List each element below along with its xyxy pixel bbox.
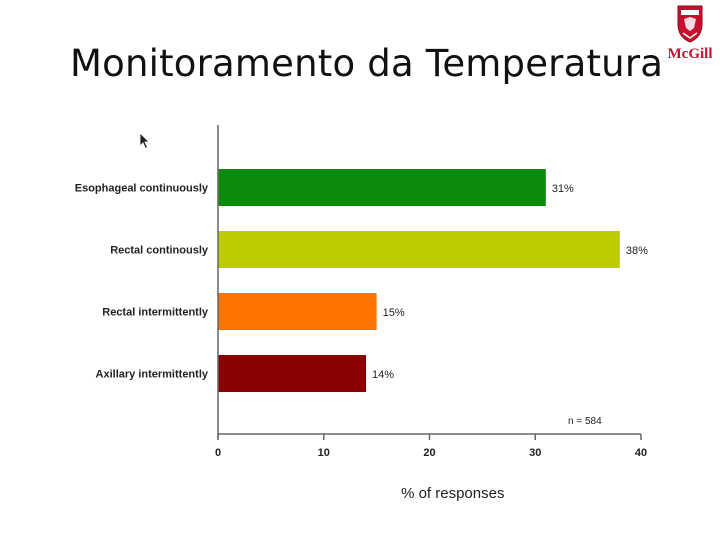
x-tick-label: 0 (215, 447, 221, 459)
mouse-pointer-icon (139, 132, 150, 150)
category-label: Rectal intermittently (102, 307, 209, 319)
slide-title: Monitoramento da Temperatura (70, 42, 664, 85)
sample-size-annotation: n = 584 (568, 416, 602, 427)
x-tick-label: 20 (423, 447, 435, 459)
bar (218, 231, 620, 268)
category-label: Axillary intermittently (96, 369, 209, 381)
value-label: 15% (383, 307, 405, 319)
logo-wordmark: McGill (667, 46, 713, 62)
bar (218, 293, 377, 330)
mcgill-shield-icon (677, 5, 703, 43)
mcgill-logo: McGill (664, 4, 716, 70)
category-label: Rectal continously (110, 245, 209, 257)
x-tick-label: 10 (318, 447, 330, 459)
value-label: 38% (626, 245, 648, 257)
x-tick-label: 30 (529, 447, 541, 459)
x-axis-title: % of responses (401, 485, 504, 502)
value-label: 14% (372, 369, 394, 381)
value-label: 31% (552, 183, 574, 195)
bar (218, 169, 546, 206)
x-tick-label: 40 (635, 447, 647, 459)
bar (218, 355, 367, 392)
category-label: Esophageal continuously (75, 183, 209, 195)
